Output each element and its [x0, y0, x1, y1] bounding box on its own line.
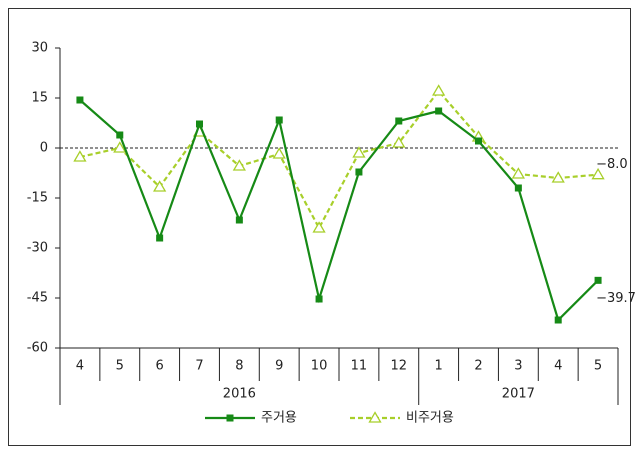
data-point	[315, 295, 323, 303]
x-tick-label: 3	[514, 359, 522, 374]
x-tick-label: 10	[311, 359, 328, 374]
data-point	[392, 136, 406, 148]
year-label: 2017	[502, 387, 535, 402]
y-tick-label: -30	[27, 241, 48, 256]
data-point	[272, 147, 286, 159]
data-point	[511, 167, 525, 179]
data-point	[355, 168, 363, 176]
series-line	[79, 89, 599, 231]
x-tick-label: 5	[116, 359, 124, 374]
data-point	[395, 117, 403, 125]
series-line	[79, 99, 599, 323]
data-point	[73, 150, 87, 162]
year-label: 2016	[223, 387, 256, 402]
y-tick-label: 15	[31, 91, 48, 106]
legend-label: 비주거용	[406, 411, 454, 426]
data-point	[153, 180, 167, 192]
data-point	[514, 184, 522, 192]
y-tick-label: 30	[31, 41, 48, 56]
data-label: −8.0	[596, 157, 628, 172]
x-tick-label: 11	[351, 359, 368, 374]
data-point	[352, 146, 366, 158]
data-point	[196, 120, 203, 128]
legend-marker	[368, 411, 382, 423]
y-tick-label: -60	[27, 341, 48, 356]
legend-marker	[226, 414, 234, 422]
legend-label: 주거용	[261, 411, 297, 426]
frame	[8, 8, 631, 446]
x-tick-label: 5	[594, 359, 602, 374]
data-point	[116, 131, 124, 139]
x-tick-label: 1	[435, 359, 443, 374]
x-tick-label: 6	[156, 359, 164, 374]
data-point	[232, 159, 246, 171]
data-point	[235, 216, 243, 224]
x-tick-label: 4	[554, 359, 562, 374]
data-point	[156, 234, 164, 242]
y-tick-label: -45	[27, 291, 48, 306]
x-tick-label: 2	[474, 359, 482, 374]
data-point	[435, 107, 443, 115]
data-point	[554, 316, 562, 324]
y-tick-label: -15	[27, 191, 48, 206]
data-point	[113, 141, 127, 153]
data-point	[76, 96, 84, 104]
x-tick-label: 9	[275, 359, 283, 374]
y-tick-label: 0	[40, 141, 48, 156]
data-point	[591, 167, 605, 180]
data-point	[475, 137, 482, 145]
data-point	[275, 116, 283, 124]
data-point	[432, 84, 446, 96]
x-tick-label: 7	[195, 359, 203, 374]
data-point	[551, 171, 565, 183]
data-point	[594, 276, 602, 284]
data-point	[312, 221, 326, 233]
x-tick-label: 4	[76, 359, 84, 374]
x-tick-label: 8	[235, 359, 243, 374]
data-label: −39.7	[596, 291, 636, 306]
x-tick-label: 12	[391, 359, 408, 374]
